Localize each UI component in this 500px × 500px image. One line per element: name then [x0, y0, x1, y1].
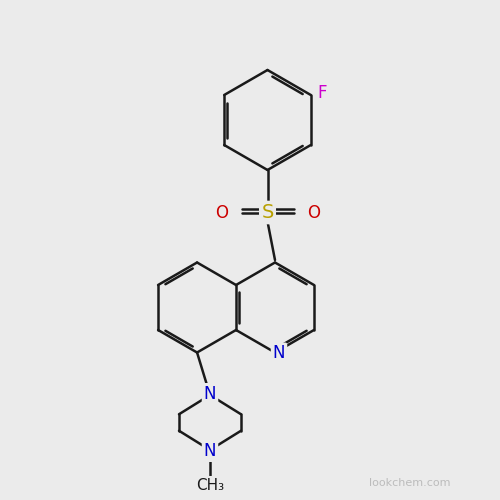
Text: N: N — [204, 442, 216, 460]
Text: N: N — [273, 344, 285, 362]
Text: N: N — [204, 385, 216, 403]
Text: F: F — [317, 84, 326, 102]
Text: CH₃: CH₃ — [196, 478, 224, 492]
Text: S: S — [262, 203, 274, 222]
Text: lookchem.com: lookchem.com — [369, 478, 450, 488]
Text: O: O — [215, 204, 228, 222]
Text: O: O — [307, 204, 320, 222]
